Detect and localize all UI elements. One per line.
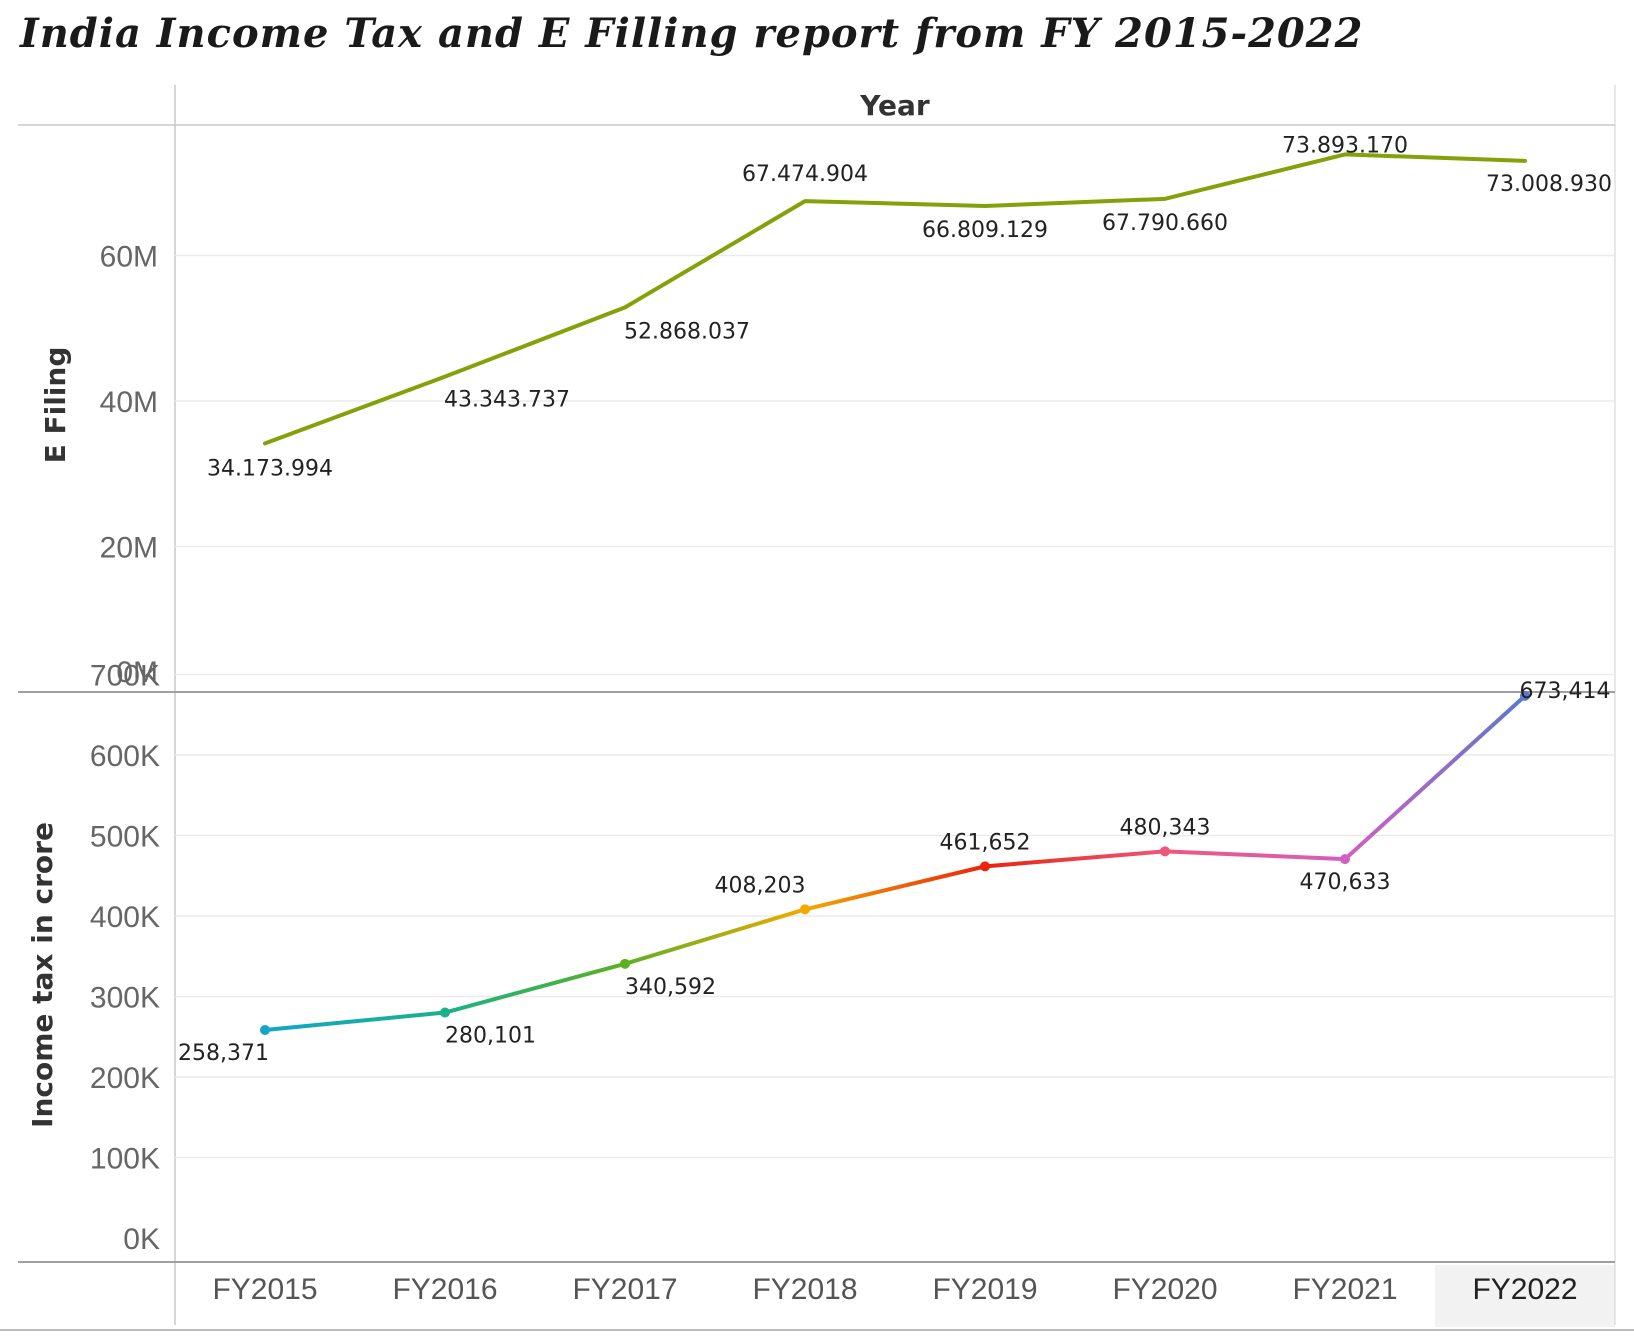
- income-tax-y-axis-title: Income tax in crore: [26, 822, 59, 1128]
- income-tax-y-tick-label: 700K: [90, 660, 160, 693]
- income-tax-point[interactable]: [620, 958, 630, 969]
- income-tax-data-label: 280,101: [445, 1024, 536, 1049]
- efiling-y-tick-label: 0M: [116, 656, 158, 689]
- income-tax-data-label: 461,652: [940, 830, 1031, 855]
- efiling-y-tick-label: 40M: [100, 386, 158, 419]
- efiling-y-axis-title: E Filing: [39, 347, 72, 464]
- efiling-data-label: 73.008.930: [1486, 172, 1612, 197]
- x-tick-label[interactable]: FY2018: [752, 1273, 857, 1306]
- income-tax-y-tick-label: 500K: [90, 821, 160, 854]
- income-tax-gridlines: [175, 673, 1615, 1159]
- income-tax-y-ticks: 0K 100K 200K 300K 400K 500K 600K 700K: [90, 660, 160, 1257]
- income-tax-point[interactable]: [440, 1007, 450, 1018]
- x-tick-label[interactable]: FY2017: [572, 1273, 677, 1306]
- income-tax-y-tick-label: 200K: [90, 1062, 160, 1095]
- income-tax-y-tick-label: 400K: [90, 901, 160, 934]
- income-tax-point[interactable]: [800, 904, 810, 915]
- efiling-y-ticks: 0M 20M 40M 60M: [100, 241, 158, 690]
- efiling-data-label: 73.893.170: [1282, 133, 1408, 158]
- chart-frame: [0, 85, 1634, 1331]
- income-tax-y-tick-label: 100K: [90, 1143, 160, 1176]
- income-tax-data-label: 340,592: [625, 975, 716, 1000]
- income-tax-line-segment[interactable]: [443, 961, 627, 1015]
- efiling-line[interactable]: [263, 152, 1527, 446]
- x-tick-label[interactable]: FY2019: [932, 1273, 1037, 1306]
- income-tax-line-segment[interactable]: [983, 849, 1167, 869]
- x-axis-ticks: FY2015 FY2016 FY2017 FY2018 FY2019 FY2020 FY20…: [212, 1273, 1577, 1306]
- efiling-data-label: 52.868.037: [624, 319, 750, 344]
- income-tax-point[interactable]: [1520, 690, 1530, 701]
- income-tax-line-segment[interactable]: [1163, 849, 1347, 862]
- efiling-y-tick-label: 20M: [100, 532, 158, 565]
- income-tax-line-segment[interactable]: [623, 907, 807, 966]
- efiling-gridlines: [175, 254, 1615, 548]
- efiling-data-label: 34.173.994: [207, 456, 333, 481]
- efiling-data-label: 67.790.660: [1102, 211, 1228, 236]
- income-tax-series[interactable]: [260, 690, 1530, 1036]
- income-tax-data-labels: 258,371 280,101 340,592 408,203 461,652 480,3…: [178, 679, 1610, 1066]
- x-tick-label[interactable]: FY2021: [1292, 1273, 1397, 1306]
- efiling-data-labels: 34.173.994 43.343.737 52.868.037 67.474.904…: [207, 133, 1612, 481]
- income-tax-y-tick-label: 0K: [123, 1223, 160, 1256]
- income-tax-line-segment[interactable]: [803, 864, 987, 912]
- year-header: Year: [859, 89, 930, 122]
- income-tax-point[interactable]: [980, 861, 990, 872]
- efiling-data-label: 67.474.904: [742, 162, 868, 187]
- x-tick-label[interactable]: FY2020: [1112, 1273, 1217, 1306]
- x-tick-label[interactable]: FY2016: [392, 1273, 497, 1306]
- x-highlight-band[interactable]: [1435, 1265, 1615, 1327]
- efiling-data-label: 66.809.129: [922, 218, 1048, 243]
- efiling-series[interactable]: [263, 152, 1527, 446]
- efiling-y-tick-label: 60M: [100, 241, 158, 274]
- efiling-data-label: 43.343.737: [444, 388, 570, 413]
- income-tax-y-tick-label: 300K: [90, 982, 160, 1015]
- income-tax-data-label: 408,203: [715, 873, 806, 898]
- income-tax-point[interactable]: [1160, 846, 1170, 857]
- income-tax-line-segment[interactable]: [1343, 693, 1527, 862]
- x-tick-label[interactable]: FY2022: [1472, 1273, 1577, 1306]
- chart-title: India Income Tax and E Filling report fr…: [20, 10, 1364, 57]
- income-tax-data-label: 673,414: [1520, 679, 1611, 704]
- income-tax-line-segment[interactable]: [263, 1010, 447, 1033]
- income-tax-data-label: 258,371: [178, 1041, 269, 1066]
- income-tax-y-tick-label: 600K: [90, 740, 160, 773]
- income-tax-point[interactable]: [260, 1025, 270, 1036]
- income-tax-data-label: 470,633: [1300, 870, 1391, 895]
- income-tax-data-label: 480,343: [1120, 815, 1211, 840]
- x-tick-label[interactable]: FY2015: [212, 1273, 317, 1306]
- income-tax-point[interactable]: [1340, 854, 1350, 865]
